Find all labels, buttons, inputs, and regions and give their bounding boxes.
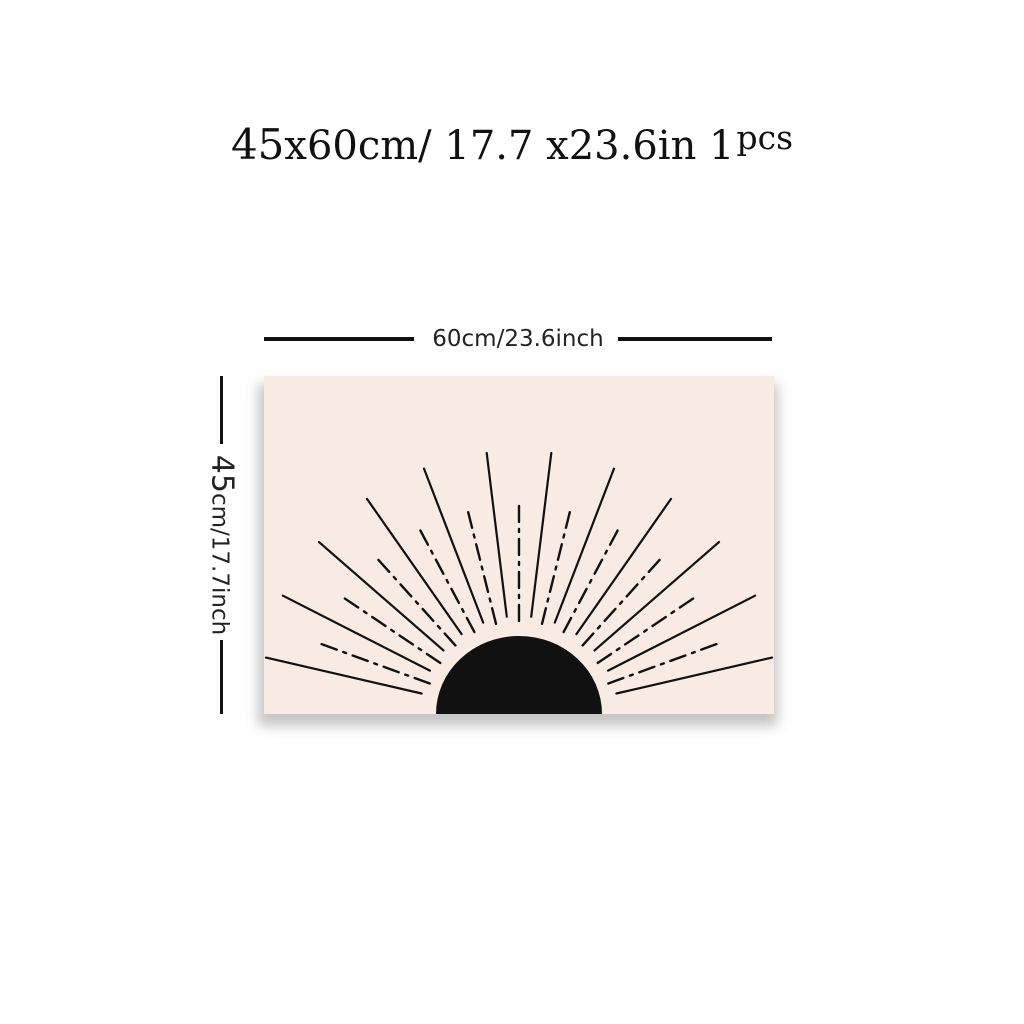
dashed-ray <box>373 554 457 647</box>
height-dimension: 45cm/17.7inch <box>204 376 240 714</box>
solid-ray <box>575 497 673 636</box>
width-label: 60cm/23.6inch <box>424 326 612 352</box>
canvas-print <box>264 376 774 714</box>
height-label: 45cm/17.7inch <box>204 450 240 640</box>
height-label-number: 45 <box>204 454 240 493</box>
dashed-ray <box>596 594 699 665</box>
dashed-ray <box>315 641 431 685</box>
solid-ray <box>317 541 445 652</box>
solid-ray <box>264 656 423 695</box>
solid-ray <box>615 656 774 695</box>
solid-ray <box>593 541 721 652</box>
height-line-bottom <box>220 640 223 714</box>
dashed-ray <box>581 554 665 647</box>
solid-ray <box>607 594 757 672</box>
title-height: 45 <box>230 120 285 169</box>
solid-ray <box>553 467 616 624</box>
solid-ray <box>422 467 485 624</box>
solid-ray <box>530 451 553 618</box>
dashed-ray <box>416 524 476 634</box>
title-dimensions: x60cm/ 17.7 x23.6in 1 <box>284 123 735 169</box>
dashed-ray <box>465 506 498 626</box>
solid-ray <box>485 451 508 618</box>
width-line-right <box>618 337 772 341</box>
dashed-ray <box>607 641 723 685</box>
sunburst-artwork <box>264 451 774 714</box>
width-line-left <box>264 337 414 341</box>
title-pcs: pcs <box>736 118 794 157</box>
product-size-title: 45x60cm/ 17.7 x23.6in 1pcs <box>0 118 1024 169</box>
width-dimension: 60cm/23.6inch <box>264 322 772 356</box>
dashed-ray <box>339 594 442 665</box>
solid-ray <box>365 497 463 636</box>
dashed-ray <box>540 506 573 626</box>
height-line-top <box>220 376 223 444</box>
height-label-units: cm/17.7inch <box>206 492 233 636</box>
dashed-ray <box>562 524 622 634</box>
solid-ray <box>281 594 431 672</box>
half-sun <box>436 636 602 714</box>
